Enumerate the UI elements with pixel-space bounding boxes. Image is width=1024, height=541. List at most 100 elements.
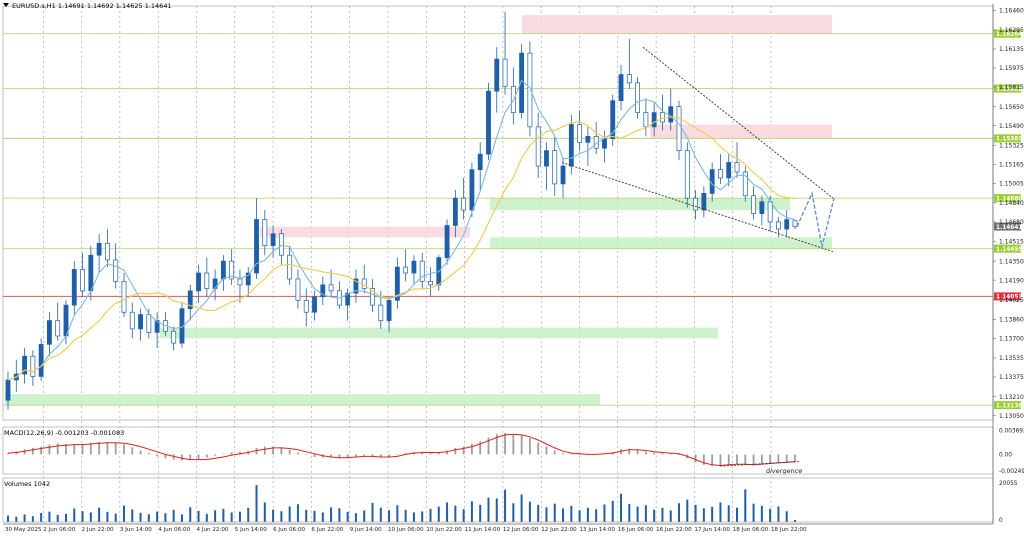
bearish-candle: [635, 82, 641, 113]
volume-bar: [371, 502, 374, 522]
macd-histogram-bar: [570, 453, 573, 455]
macd-histogram-bar: [794, 454, 796, 463]
volume-bar: [247, 507, 250, 522]
macd-histogram-bar: [471, 443, 473, 455]
volume-bar: [553, 503, 556, 522]
time-tick-label: 11 Jun 14:00: [465, 527, 501, 533]
bullish-candle: [452, 197, 458, 226]
volume-bar: [769, 508, 772, 522]
volume-bar: [719, 502, 722, 522]
price-tick-label: 1.13050: [999, 413, 1024, 420]
macd-histogram-bar: [65, 443, 67, 455]
volume-bar: [694, 504, 697, 522]
macd-histogram-bar: [487, 437, 490, 455]
macd-histogram-bar: [578, 454, 581, 456]
bearish-candle: [419, 260, 425, 282]
bullish-candle: [784, 219, 790, 230]
volume-bar: [595, 509, 598, 522]
volume-title: Volumes 1042: [4, 480, 51, 488]
bearish-candle: [303, 299, 309, 313]
bearish-candle: [278, 233, 284, 256]
upper-trend-line: [642, 46, 834, 199]
macd-histogram-bar: [272, 446, 274, 455]
volume-bar: [172, 509, 175, 522]
bullish-candle: [618, 74, 624, 102]
price-tag-label: 1.14053: [996, 295, 1022, 301]
bullish-candle: [759, 201, 765, 214]
macd-histogram-bar: [388, 454, 390, 458]
bullish-candle: [254, 219, 259, 274]
volume-bar: [537, 504, 540, 522]
volume-bar: [686, 499, 689, 522]
volume-bar: [338, 508, 341, 522]
bullish-candle: [353, 278, 359, 294]
price-tag: [994, 84, 1021, 93]
support-zone: [490, 198, 790, 211]
macd-histogram-bar: [495, 434, 498, 455]
volume-bar: [512, 503, 515, 522]
volume-bar: [636, 506, 639, 522]
volume-bar: [379, 507, 382, 522]
volume-bar: [189, 507, 192, 522]
volume-bar: [644, 505, 647, 522]
price-tag: [994, 401, 1021, 410]
volume-bar: [794, 519, 796, 522]
macd-histogram-bar: [123, 444, 125, 455]
macd-histogram-bar: [305, 454, 308, 456]
bearish-candle: [287, 254, 293, 280]
slow-moving-average-line: [7, 116, 796, 381]
support-zone: [5, 394, 600, 406]
macd-histogram-bar: [56, 443, 59, 455]
trend-lines: [561, 46, 835, 253]
bullish-candle: [22, 355, 27, 375]
macd-histogram-bar: [197, 454, 200, 460]
macd-histogram-bar: [736, 454, 738, 465]
macd-histogram-bar: [636, 449, 639, 455]
volume-bar: [288, 506, 291, 522]
collapse-triangle-icon[interactable]: [3, 3, 9, 7]
time-tick-label: 4 Jun 06:00: [158, 527, 190, 533]
bullish-candle: [245, 272, 251, 286]
bearish-candle: [527, 52, 533, 128]
volume-bar: [73, 508, 76, 522]
divergence-label: divergence: [766, 467, 802, 475]
macd-histogram-bar: [214, 454, 217, 456]
macd-histogram-bar: [139, 450, 142, 455]
bullish-candle: [220, 260, 226, 280]
price-tick-label: 1.14840: [999, 200, 1024, 207]
macd-histogram-bar: [653, 452, 656, 455]
volume-bar: [446, 502, 449, 522]
bearish-candle: [577, 124, 583, 143]
bearish-candle: [535, 126, 541, 167]
macd-histogram-bar: [752, 454, 755, 466]
time-tick-label: 18 Jun 06:00: [733, 527, 769, 533]
volume-bar: [504, 489, 507, 522]
bullish-candle: [187, 290, 193, 310]
volume-bar: [470, 501, 473, 522]
price-zones: [5, 15, 832, 406]
bearish-candle: [403, 266, 409, 274]
volume-bar: [23, 514, 26, 522]
macd-histogram-bar: [205, 454, 208, 458]
time-tick-label: 18 Jun 22:00: [771, 527, 807, 533]
macd-histogram-bar: [255, 447, 258, 455]
macd-axis-label: -0.002494: [999, 469, 1024, 475]
time-tick-label: 16 Jun 22:00: [656, 527, 692, 533]
volume-bar: [313, 510, 316, 522]
volume-bar: [255, 485, 258, 522]
volume-bar: [661, 507, 664, 522]
volume-bar: [678, 503, 681, 522]
price-tag: [994, 29, 1021, 38]
macd-histogram-bar: [81, 443, 84, 455]
volume-bar: [56, 514, 59, 522]
volume-bar: [40, 513, 43, 522]
bearish-candle: [121, 280, 127, 313]
macd-histogram-bar: [545, 446, 548, 455]
time-tick-label: 2 Jun 06:00: [43, 527, 75, 533]
price-tick-label: 1.15325: [999, 142, 1024, 149]
resistance-zone: [522, 15, 832, 34]
macd-histogram-bar: [620, 449, 622, 455]
volume-bar: [752, 503, 755, 522]
